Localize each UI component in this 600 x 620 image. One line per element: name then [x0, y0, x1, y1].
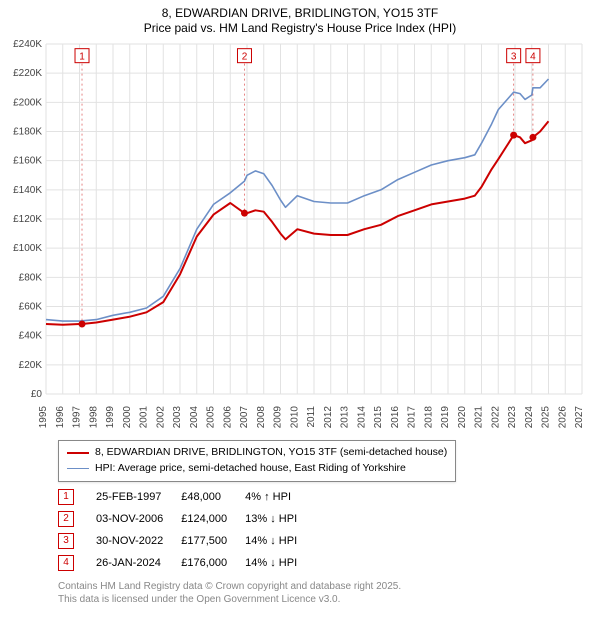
- table-row: 2 03-NOV-2006£124,00013% ↓ HPI: [58, 508, 315, 530]
- x-tick-label: 2006: [222, 406, 233, 429]
- x-tick-label: 1999: [105, 406, 116, 429]
- x-tick-label: 2026: [557, 406, 568, 429]
- tx-delta: 14% ↓ HPI: [245, 530, 315, 552]
- marker-point: [529, 134, 536, 141]
- y-tick-label: £20K: [19, 360, 43, 371]
- x-tick-label: 2005: [206, 406, 217, 429]
- y-tick-label: £240K: [13, 39, 42, 50]
- tx-badge: 2: [58, 511, 74, 527]
- table-row: 1 25-FEB-1997£48,0004% ↑ HPI: [58, 486, 315, 508]
- x-tick-label: 2022: [490, 406, 501, 429]
- tx-delta: 4% ↑ HPI: [245, 486, 315, 508]
- marker-badge-label: 3: [511, 52, 517, 63]
- y-tick-label: £200K: [13, 97, 42, 108]
- x-tick-label: 1996: [55, 406, 66, 429]
- x-tick-label: 2018: [423, 406, 434, 429]
- x-tick-label: 2002: [155, 406, 166, 429]
- tx-delta: 13% ↓ HPI: [245, 508, 315, 530]
- x-tick-label: 2021: [474, 406, 485, 429]
- x-tick-label: 2004: [189, 406, 200, 429]
- y-tick-label: £120K: [13, 214, 42, 225]
- tx-badge: 1: [58, 489, 74, 505]
- transactions-table: 1 25-FEB-1997£48,0004% ↑ HPI 2 03-NOV-2006£…: [58, 486, 315, 574]
- marker-point: [79, 321, 86, 328]
- y-tick-label: £100K: [13, 243, 42, 254]
- legend: 8, EDWARDIAN DRIVE, BRIDLINGTON, YO15 3T…: [58, 440, 456, 482]
- marker-point: [510, 132, 517, 139]
- marker-badge-label: 2: [242, 52, 248, 63]
- tx-price: £124,000: [181, 508, 245, 530]
- page: 8, EDWARDIAN DRIVE, BRIDLINGTON, YO15 3T…: [0, 0, 600, 620]
- tx-delta: 14% ↓ HPI: [245, 552, 315, 574]
- x-tick-label: 2020: [457, 406, 468, 429]
- marker-badge-label: 1: [79, 52, 85, 63]
- x-tick-label: 2008: [256, 406, 267, 429]
- y-tick-label: £60K: [19, 302, 43, 313]
- x-tick-label: 1995: [38, 406, 49, 429]
- x-tick-label: 2019: [440, 406, 451, 429]
- title-line-2: Price paid vs. HM Land Registry's House …: [0, 21, 600, 35]
- x-tick-label: 2001: [139, 406, 150, 429]
- y-tick-label: £0: [31, 389, 43, 400]
- x-tick-label: 2017: [407, 406, 418, 429]
- y-tick-label: £160K: [13, 156, 42, 167]
- legend-label: 8, EDWARDIAN DRIVE, BRIDLINGTON, YO15 3T…: [95, 445, 447, 461]
- x-tick-label: 2003: [172, 406, 183, 429]
- x-tick-label: 2014: [356, 406, 367, 429]
- y-tick-label: £180K: [13, 127, 42, 138]
- y-tick-label: £140K: [13, 185, 42, 196]
- marker-point: [241, 210, 248, 217]
- footer: Contains HM Land Registry data © Crown c…: [58, 580, 401, 606]
- legend-swatch: [67, 468, 89, 469]
- tx-date: 03-NOV-2006: [96, 508, 181, 530]
- x-tick-label: 2007: [239, 406, 250, 429]
- chart-plot: £0£20K£40K£60K£80K£100K£120K£140K£160K£1…: [46, 44, 582, 394]
- x-tick-label: 2025: [541, 406, 552, 429]
- chart-titles: 8, EDWARDIAN DRIVE, BRIDLINGTON, YO15 3T…: [0, 0, 600, 35]
- marker-badge-label: 4: [530, 52, 536, 63]
- tx-badge: 4: [58, 555, 74, 571]
- tx-price: £177,500: [181, 530, 245, 552]
- x-tick-label: 2024: [524, 406, 535, 429]
- y-tick-label: £40K: [19, 331, 43, 342]
- x-tick-label: 2000: [122, 406, 133, 429]
- legend-row: HPI: Average price, semi-detached house,…: [67, 461, 447, 477]
- tx-date: 25-FEB-1997: [96, 486, 181, 508]
- legend-swatch: [67, 452, 89, 454]
- footer-line-2: This data is licensed under the Open Gov…: [58, 593, 401, 606]
- title-line-1: 8, EDWARDIAN DRIVE, BRIDLINGTON, YO15 3T…: [0, 6, 600, 20]
- tx-price: £48,000: [181, 486, 245, 508]
- x-tick-label: 2015: [373, 406, 384, 429]
- table-row: 4 26-JAN-2024£176,00014% ↓ HPI: [58, 552, 315, 574]
- x-tick-label: 2010: [289, 406, 300, 429]
- x-tick-label: 2023: [507, 406, 518, 429]
- x-tick-label: 1998: [88, 406, 99, 429]
- x-tick-label: 2016: [390, 406, 401, 429]
- x-tick-label: 1997: [72, 406, 83, 429]
- x-tick-label: 2012: [323, 406, 334, 429]
- tx-date: 26-JAN-2024: [96, 552, 181, 574]
- x-tick-label: 2013: [340, 406, 351, 429]
- y-tick-label: £220K: [13, 68, 42, 79]
- y-tick-label: £80K: [19, 272, 43, 283]
- x-tick-label: 2009: [273, 406, 284, 429]
- footer-line-1: Contains HM Land Registry data © Crown c…: [58, 580, 401, 593]
- tx-date: 30-NOV-2022: [96, 530, 181, 552]
- x-tick-label: 2027: [574, 406, 585, 429]
- tx-price: £176,000: [181, 552, 245, 574]
- table-row: 3 30-NOV-2022£177,50014% ↓ HPI: [58, 530, 315, 552]
- legend-label: HPI: Average price, semi-detached house,…: [95, 461, 406, 477]
- tx-badge: 3: [58, 533, 74, 549]
- x-tick-label: 2011: [306, 406, 317, 428]
- legend-row: 8, EDWARDIAN DRIVE, BRIDLINGTON, YO15 3T…: [67, 445, 447, 461]
